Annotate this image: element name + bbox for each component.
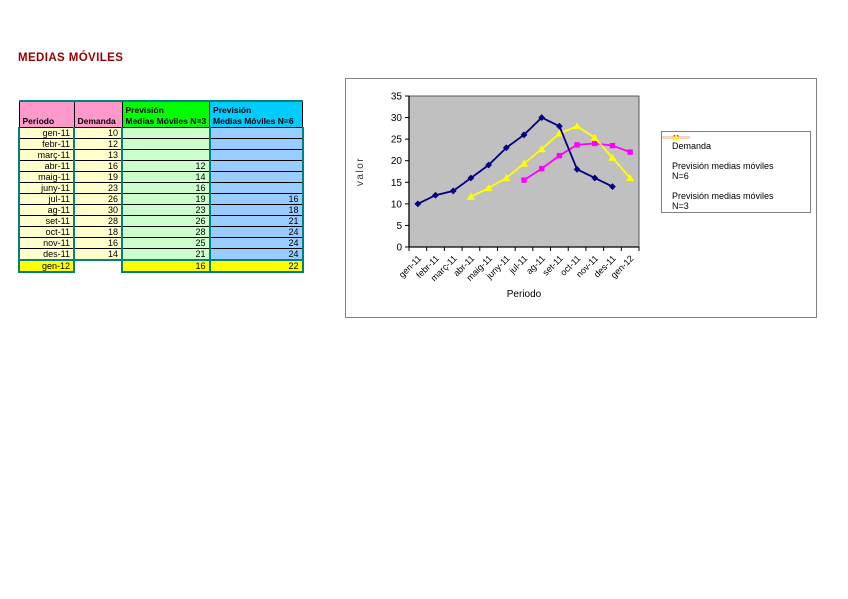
cell-prevision-n6[interactable]: 24 — [209, 225, 304, 238]
cell-prevision-n6[interactable]: 22 — [208, 258, 304, 273]
svg-text:valor: valor — [355, 157, 366, 186]
table-row: set-11 28 26 21 — [18, 214, 304, 227]
cell-prevision-n6[interactable] — [209, 148, 304, 161]
header-n6-line2: Medias Móviles N=6 — [213, 115, 294, 126]
cell-prevision-n3[interactable]: 16 — [121, 181, 211, 194]
chart-plot-area: 05101520253035gen-11febr-11març-11abr-11… — [355, 92, 640, 300]
cell-period[interactable]: oct-11 — [18, 225, 75, 238]
cell-period[interactable]: ag-11 — [18, 203, 75, 216]
cell-demand[interactable]: 30 — [73, 203, 123, 216]
header-period[interactable]: Periodo — [18, 100, 75, 128]
table-row: març-11 13 — [18, 148, 304, 161]
cell-prevision-n3[interactable]: 28 — [121, 225, 211, 238]
svg-text:Periodo: Periodo — [507, 289, 542, 300]
cell-period[interactable]: maig-11 — [18, 170, 75, 183]
legend-label: Previsión medias móviles N=3 — [672, 191, 774, 211]
table-row: ag-11 30 23 18 — [18, 203, 304, 216]
table-row: febr-11 12 — [18, 137, 304, 150]
cell-prevision-n3[interactable]: 16 — [121, 258, 211, 273]
legend-item[interactable]: Previsión medias móviles N=6 — [662, 135, 808, 181]
cell-demand[interactable]: 16 — [73, 236, 123, 249]
legend-item[interactable]: Previsión medias móviles N=3 — [662, 134, 808, 211]
cell-period[interactable]: març-11 — [18, 148, 75, 161]
svg-text:25: 25 — [391, 135, 403, 146]
cell-prevision-n3[interactable] — [121, 126, 211, 139]
table-row: nov-11 16 25 24 — [18, 236, 304, 249]
header-n3-line2: Medias Móviles N=3 — [125, 115, 207, 126]
svg-text:10: 10 — [391, 199, 403, 210]
table-row: maig-11 19 14 — [18, 170, 304, 183]
cell-prevision-n6[interactable]: 24 — [209, 247, 304, 261]
cell-demand[interactable]: 28 — [73, 214, 123, 227]
cell-demand[interactable] — [74, 260, 122, 272]
table-row: oct-11 18 28 24 — [18, 225, 304, 238]
svg-text:0: 0 — [396, 243, 402, 254]
cell-prevision-n6[interactable] — [209, 126, 304, 139]
svg-text:15: 15 — [391, 178, 403, 189]
cell-demand[interactable]: 23 — [73, 181, 123, 194]
header-n6-line1: Previsión — [213, 104, 252, 115]
cell-demand[interactable]: 18 — [73, 225, 123, 238]
cell-prevision-n3[interactable] — [121, 148, 211, 161]
cell-prevision-n3[interactable]: 26 — [121, 214, 211, 227]
cell-period[interactable]: juny-11 — [18, 181, 75, 194]
cell-period[interactable]: set-11 — [18, 214, 75, 227]
page-title: MEDIAS MÓVILES — [18, 52, 124, 64]
table-header-row: Periodo Demanda Previsión Medias Móviles… — [18, 100, 304, 128]
legend-item[interactable]: Demanda — [662, 134, 808, 151]
cell-prevision-n6[interactable]: 18 — [209, 203, 304, 216]
cell-period[interactable]: febr-11 — [18, 137, 75, 150]
cell-prevision-n6[interactable] — [209, 170, 304, 183]
cell-prevision-n3[interactable]: 21 — [121, 247, 211, 261]
cell-period[interactable]: gen-12 — [18, 258, 75, 273]
triangle-marker-icon — [662, 134, 690, 141]
cell-prevision-n3[interactable]: 14 — [121, 170, 211, 183]
cell-demand[interactable]: 19 — [73, 170, 123, 183]
cell-demand[interactable]: 13 — [73, 148, 123, 161]
legend-label: Demanda — [672, 141, 712, 151]
header-demand[interactable]: Demanda — [73, 100, 123, 128]
cell-period[interactable]: gen-11 — [18, 126, 75, 139]
table-row: gen-11 10 — [18, 126, 304, 139]
table-row: juny-11 23 16 — [18, 181, 304, 194]
cell-prevision-n6[interactable] — [209, 159, 304, 172]
table-row: jul-11 26 19 16 — [18, 192, 304, 205]
cell-period[interactable]: abr-11 — [18, 159, 75, 172]
cell-prevision-n6[interactable] — [209, 137, 304, 150]
cell-prevision-n6[interactable]: 24 — [209, 236, 304, 249]
cell-demand[interactable]: 12 — [73, 137, 123, 150]
cell-prevision-n3[interactable] — [121, 137, 211, 150]
cell-demand[interactable]: 10 — [73, 126, 123, 139]
svg-text:5: 5 — [396, 221, 402, 232]
cell-demand[interactable]: 26 — [73, 192, 123, 205]
chart-legend[interactable]: Demanda Previsión medias móviles N=6 Previs… — [661, 131, 811, 213]
cell-prevision-n3[interactable]: 12 — [121, 159, 211, 172]
cell-period[interactable]: des-11 — [18, 247, 75, 261]
cell-period[interactable]: nov-11 — [18, 236, 75, 249]
table-row: abr-11 16 12 — [18, 159, 304, 172]
svg-text:jul-11: jul-11 — [507, 253, 530, 276]
legend-label: Previsión medias móviles N=6 — [672, 161, 774, 181]
table-row: gen-12 16 22 — [18, 258, 304, 273]
cell-demand[interactable]: 16 — [73, 159, 123, 172]
svg-text:35: 35 — [391, 92, 403, 103]
cell-demand[interactable]: 14 — [73, 247, 123, 261]
table-row: des-11 14 21 24 — [18, 247, 304, 261]
cell-prevision-n6[interactable] — [209, 181, 304, 194]
cell-prevision-n3[interactable]: 23 — [121, 203, 211, 216]
header-n3-line1: Previsión — [125, 104, 164, 115]
cell-prevision-n3[interactable]: 19 — [121, 192, 211, 205]
svg-text:30: 30 — [391, 113, 403, 124]
chart[interactable]: 0 5 10 15 20 25 30 35 gen-11 febr-11 març-11 abr-11… — [345, 78, 817, 318]
cell-period[interactable]: jul-11 — [18, 192, 75, 205]
svg-text:20: 20 — [391, 156, 403, 167]
header-prevision-n3[interactable]: Previsión Medias Móviles N=3 — [121, 100, 211, 128]
header-prevision-n6[interactable]: Previsión Medias Móviles N=6 — [209, 100, 304, 128]
cell-prevision-n6[interactable]: 16 — [209, 192, 304, 205]
moving-averages-table: Periodo Demanda Previsión Medias Móviles… — [18, 100, 304, 273]
cell-prevision-n6[interactable]: 21 — [209, 214, 304, 227]
cell-prevision-n3[interactable]: 25 — [121, 236, 211, 249]
